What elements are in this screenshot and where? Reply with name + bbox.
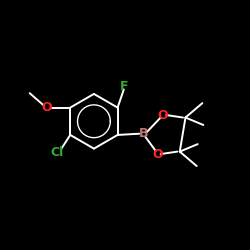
Text: Cl: Cl xyxy=(50,146,64,159)
Text: O: O xyxy=(158,108,168,122)
Text: O: O xyxy=(152,148,163,160)
Text: F: F xyxy=(120,80,128,93)
Text: O: O xyxy=(41,101,52,114)
Text: B: B xyxy=(139,127,148,140)
